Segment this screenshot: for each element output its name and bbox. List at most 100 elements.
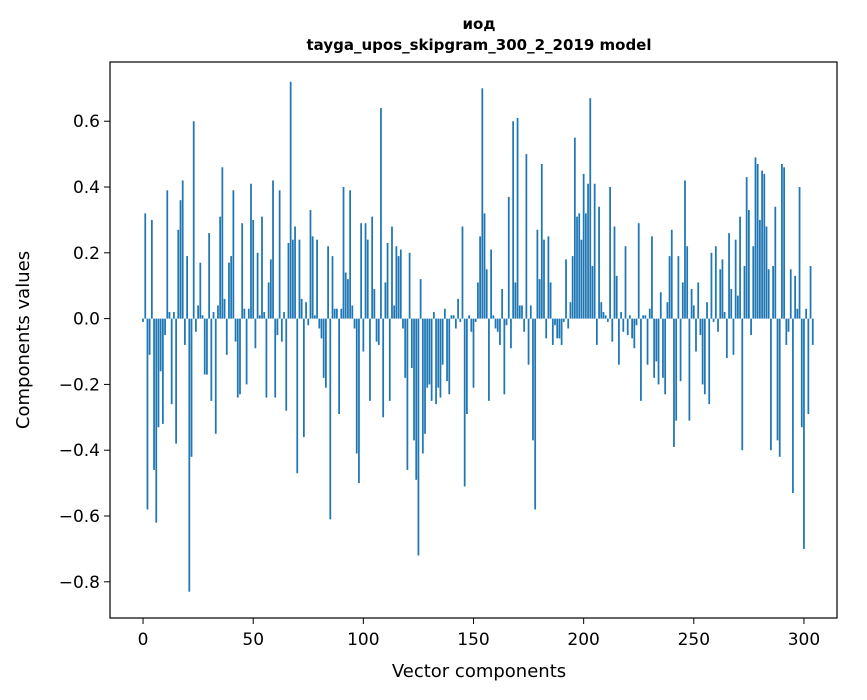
bar-234: [657, 318, 660, 385]
bar-164: [503, 318, 506, 395]
bar-167: [510, 318, 512, 349]
bar-1: [144, 213, 147, 319]
bar-193: [567, 318, 570, 329]
y-tick-label: 0.2: [73, 244, 100, 264]
bar-244: [679, 318, 682, 382]
bar-60: [274, 318, 277, 398]
bar-115: [395, 246, 398, 319]
bar-239: [668, 256, 671, 319]
bar-49: [250, 183, 252, 319]
bar-97: [355, 318, 358, 454]
bar-92: [344, 272, 347, 319]
bar-99: [360, 223, 363, 319]
x-tick-label: 100: [347, 630, 379, 650]
bar-28: [203, 318, 206, 375]
bar-183: [545, 318, 548, 339]
bar-209: [602, 312, 605, 319]
bar-188: [556, 318, 559, 339]
bar-125: [417, 318, 420, 556]
chart-subtitle: tayga_upos_skipgram_300_2_2019 model: [307, 36, 652, 54]
bar-67: [289, 81, 292, 319]
bar-138: [446, 318, 448, 382]
bar-6: [155, 318, 158, 523]
bar-117: [399, 249, 402, 319]
bar-299: [800, 318, 803, 428]
bar-47: [245, 318, 248, 385]
bar-107: [377, 318, 380, 345]
bar-128: [424, 318, 426, 434]
bar-180: [538, 279, 541, 319]
bar-105: [373, 289, 376, 319]
bar-45: [241, 223, 244, 319]
bar-276: [750, 318, 752, 336]
bar-171: [518, 305, 521, 319]
x-tick-label: 300: [788, 630, 820, 650]
bar-225: [637, 223, 640, 319]
bar-59: [272, 180, 274, 319]
bar-300: [803, 318, 805, 549]
bar-283: [765, 226, 768, 319]
bar-84: [327, 246, 329, 319]
bar-176: [529, 305, 532, 319]
bar-181: [540, 163, 543, 319]
bar-203: [589, 98, 592, 319]
bar-22: [190, 318, 193, 457]
bar-4: [150, 219, 153, 319]
bar-16: [177, 229, 180, 319]
bar-175: [527, 318, 530, 365]
bar-279: [756, 163, 759, 319]
bar-184: [547, 236, 550, 319]
bar-86: [331, 256, 334, 319]
plot-frame: [109, 61, 838, 619]
bar-266: [728, 233, 730, 319]
bar-129: [426, 318, 429, 388]
bar-145: [461, 226, 464, 319]
bar-85: [329, 318, 332, 520]
bar-155: [483, 213, 486, 319]
bar-150: [472, 318, 475, 388]
bar-124: [415, 318, 418, 480]
bar-260: [714, 246, 717, 319]
bar-26: [199, 262, 202, 319]
y-tick-label: 0.4: [73, 178, 100, 198]
bar-66: [287, 242, 290, 319]
bar-135: [439, 318, 442, 398]
bar-216: [618, 318, 620, 365]
bar-65: [285, 318, 288, 411]
bar-36: [221, 167, 224, 319]
bar-301: [805, 308, 808, 319]
bar-23: [192, 121, 195, 319]
bar-212: [609, 187, 611, 319]
bar-95: [351, 305, 354, 319]
bar-113: [391, 226, 393, 319]
bar-41: [232, 190, 235, 319]
bar-104: [371, 216, 374, 319]
bar-250: [692, 305, 695, 319]
bar-89: [338, 318, 340, 415]
bar-172: [521, 305, 523, 319]
bar-254: [701, 318, 704, 385]
bar-119: [404, 318, 407, 378]
bar-267: [730, 289, 733, 319]
bar-303: [809, 265, 812, 319]
bar-211: [607, 318, 609, 322]
bar-88: [336, 308, 338, 319]
y-tick-label: −0.2: [59, 375, 100, 395]
bar-222: [631, 318, 633, 339]
bar-261: [717, 318, 719, 332]
bar-269: [734, 239, 737, 319]
bar-252: [697, 282, 700, 319]
bar-123: [413, 318, 415, 441]
bar-221: [629, 315, 631, 319]
bar-282: [763, 173, 766, 319]
bar-98: [358, 318, 360, 484]
bar-277: [752, 246, 755, 319]
bar-170: [516, 117, 519, 319]
bar-151: [474, 318, 477, 322]
bar-37: [223, 298, 226, 319]
y-tick-label: −0.6: [59, 507, 100, 527]
bar-298: [798, 187, 801, 319]
bar-169: [514, 282, 517, 319]
bar-50: [252, 219, 255, 319]
bar-61: [276, 318, 279, 336]
